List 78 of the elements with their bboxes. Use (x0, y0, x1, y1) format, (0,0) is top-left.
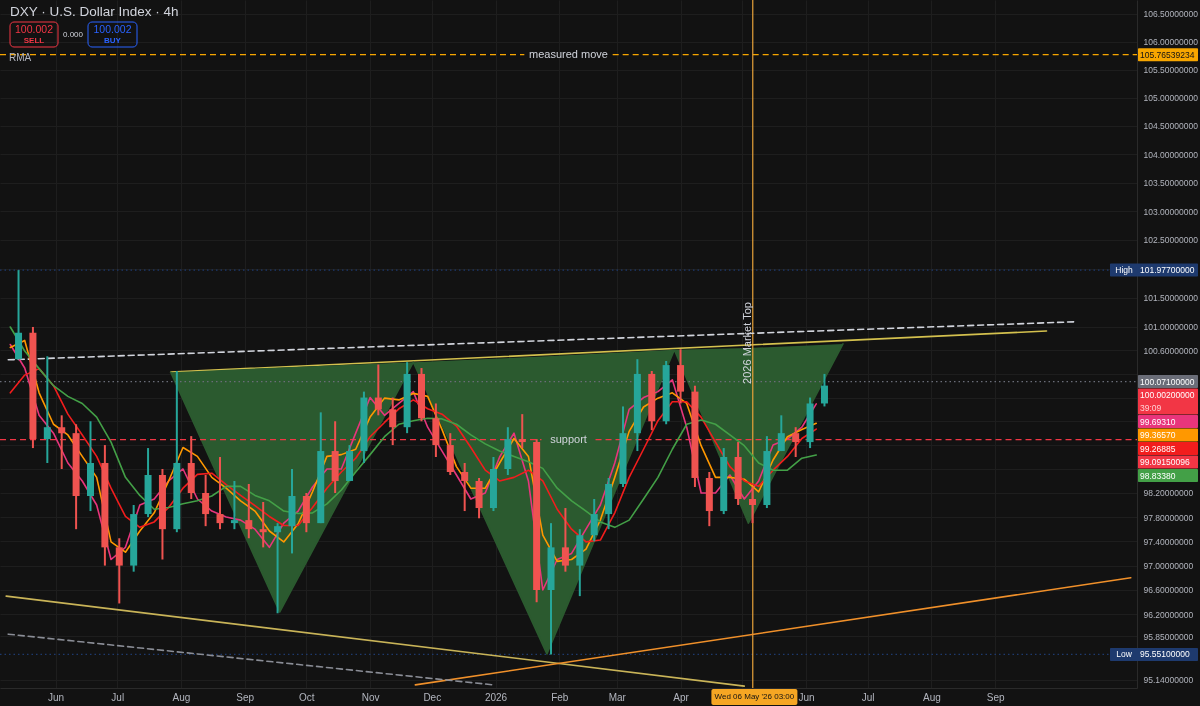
y-tick-label: 100.60000000 (1143, 345, 1199, 356)
candlestick (777, 414, 785, 453)
text: 95.55100000 (1140, 649, 1190, 660)
y-tick-label: 101.50000000 (1143, 293, 1199, 304)
y-tick-label: 101.00000000 (1143, 322, 1199, 333)
text: 99.69310 (1140, 416, 1176, 427)
y-tick-label: 105.00000000 (1143, 93, 1199, 104)
annotation: 100.002 (93, 23, 132, 35)
y-tick-label: 97.40000000 (1143, 536, 1194, 547)
text: 101.97700000 (1140, 265, 1195, 276)
candlestick (216, 456, 224, 531)
ref-line-label: support (550, 432, 587, 445)
text: 100.07100000 (1140, 376, 1195, 387)
annotation: RMA (9, 52, 32, 63)
x-tick-label: Aug (922, 691, 941, 703)
candlestick (43, 355, 51, 464)
candlestick (749, 485, 757, 525)
text: 105.76539234 (1140, 49, 1195, 60)
y-tick-label: 102.50000000 (1143, 235, 1199, 246)
candlestick (820, 372, 828, 408)
x-tick-label: Mar (608, 691, 627, 703)
x-tick-label: Dec (423, 691, 442, 703)
x-tick-label: Jul (111, 691, 125, 703)
text: 100.00200000 (1140, 390, 1195, 401)
x-tick-label: Jul (861, 691, 875, 703)
x-tick-label: Sep (236, 691, 255, 703)
y-tick-label: 95.14000000 (1143, 675, 1194, 686)
y-tick-label: 95.85000000 (1143, 631, 1194, 642)
candlestick (792, 426, 800, 459)
y-tick-label: 96.20000000 (1143, 610, 1194, 620)
candlestick (202, 473, 210, 528)
y-tick-label: 105.50000000 (1143, 65, 1199, 76)
ref-line-label: High (1115, 265, 1134, 276)
annotation: BUY (104, 36, 122, 45)
x-tick-label: Feb (551, 691, 569, 703)
y-tick-label: 103.50000000 (1143, 178, 1199, 189)
annotation: SELL (23, 36, 45, 45)
text: 99.09150096 (1140, 457, 1190, 468)
candlestick (590, 498, 598, 543)
y-tick-label: 104.50000000 (1143, 121, 1199, 132)
x-tick-label: Nov (361, 691, 380, 703)
x-tick-label: Sep (986, 691, 1005, 703)
ref-line-label: 2026 Market Top (740, 302, 753, 384)
x-tick-label: Jun (798, 691, 815, 703)
x-tick-label: Jun (47, 691, 65, 703)
candlestick (58, 414, 66, 470)
x-tick-label: Oct (299, 691, 315, 703)
candlestick (230, 479, 238, 531)
y-tick-label: 103.00000000 (1143, 206, 1199, 217)
text: 39:09 (1140, 403, 1162, 414)
candlestick (245, 482, 253, 540)
y-tick-label: 106.00000000 (1143, 37, 1199, 48)
text: 99.26885 (1140, 443, 1176, 454)
candlestick (461, 462, 469, 513)
candlestick (115, 537, 123, 605)
x-tick-label: Apr (673, 691, 690, 703)
y-tick-label: 97.80000000 (1143, 512, 1194, 523)
candlestick (374, 363, 382, 417)
ref-line-label: measured move (529, 47, 608, 60)
y-tick-label: 98.20000000 (1143, 488, 1194, 499)
candlestick (561, 507, 569, 573)
candlestick (259, 501, 267, 549)
annotation: 100.002 (15, 23, 54, 35)
y-tick-label: 106.50000000 (1143, 9, 1199, 20)
candlestick (274, 522, 282, 615)
annotation: 0.000 (62, 30, 84, 39)
y-tick-label: 97.00000000 (1143, 561, 1194, 572)
x-tick-label: 2026 (484, 691, 508, 703)
y-tick-label: 96.60000000 (1143, 585, 1194, 596)
x-tick-label: Aug (172, 691, 191, 703)
chart-title: DXY · U.S. Dollar Index · 4h (10, 4, 179, 19)
ref-line-label: Low (1116, 649, 1133, 660)
candlestick (518, 413, 526, 450)
y-tick-label: 104.00000000 (1143, 149, 1199, 160)
candlestick (389, 396, 397, 447)
text: 98.83380 (1140, 470, 1176, 481)
text: Wed 06 May '26 03:00 (714, 692, 795, 701)
text: 99.36570 (1140, 430, 1176, 441)
